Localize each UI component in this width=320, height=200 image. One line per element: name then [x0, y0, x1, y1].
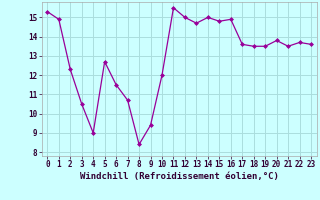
X-axis label: Windchill (Refroidissement éolien,°C): Windchill (Refroidissement éolien,°C) — [80, 172, 279, 181]
